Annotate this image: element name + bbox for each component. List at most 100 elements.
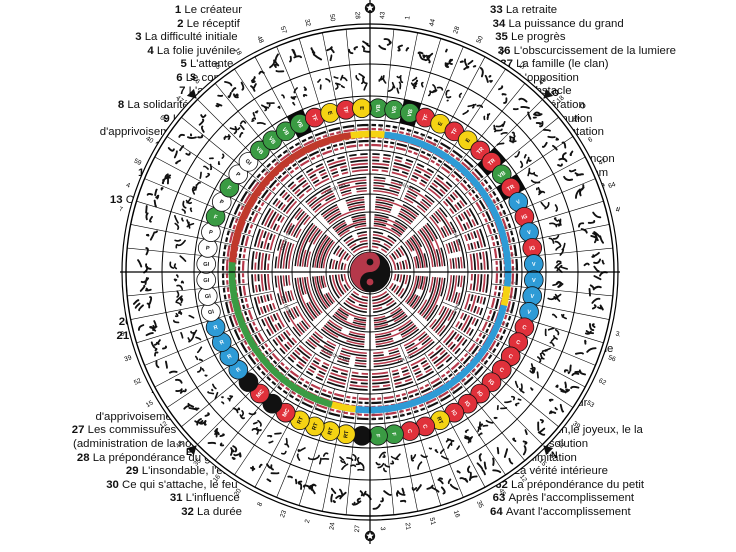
hexagram-lines <box>274 275 295 306</box>
outer-ring-number: 35 <box>475 500 485 510</box>
hexagram-lines <box>373 306 408 330</box>
chinese-character-glyph <box>137 247 152 274</box>
hexagram-number: 30 <box>106 478 119 491</box>
outer-ring-number: 51 <box>428 517 437 526</box>
outer-ring-number: 44 <box>428 18 437 27</box>
ring-annotation: 58.51 <box>285 149 292 157</box>
hexagram-number: 4 <box>147 44 154 57</box>
yiking-circular-diagram: 4314428503257481846647644059473331566253… <box>120 0 620 552</box>
hexagram-label: L'influence <box>182 492 240 505</box>
hexagram-number: 6 <box>176 71 183 84</box>
chinese-character-glyph <box>137 320 158 337</box>
chinese-character-glyph <box>333 74 348 90</box>
hexagram-lines <box>251 251 271 271</box>
chinese-character-glyph <box>397 44 410 52</box>
chinese-character-glyph <box>551 313 568 320</box>
hexagram-number: 32 <box>181 505 194 518</box>
outer-ring-number: 57 <box>518 60 528 70</box>
chinese-character-glyph <box>261 102 281 112</box>
chinese-character-glyph <box>428 447 449 461</box>
hexagram-name-item: 3 La difficulté initiale <box>0 31 248 45</box>
chinese-character-glyph <box>139 277 152 292</box>
chinese-character-glyph <box>250 463 263 472</box>
hexagram-lines <box>445 275 466 306</box>
meridian-dot-label: F <box>226 185 233 192</box>
hexagram-lines <box>305 357 330 381</box>
chinese-character-glyph <box>372 490 392 510</box>
hexagram-label: La prépondérance du grand <box>89 451 234 464</box>
hexagram-number: 5 <box>180 58 187 71</box>
chinese-character-glyph <box>281 94 297 106</box>
meridian-dot-label: VB <box>407 109 415 118</box>
ring-annotation: 41.0 <box>256 361 263 368</box>
ring-annotation: 60.57 <box>310 136 316 144</box>
ring-annotation: 25.12 <box>460 377 468 385</box>
chinese-character-glyph <box>221 395 234 405</box>
hexagram-lines <box>429 305 457 337</box>
meridian-dot-label: GI <box>203 278 210 284</box>
chinese-character-glyph <box>557 141 574 167</box>
chinese-character-glyph <box>194 346 203 362</box>
meridian-dot-label: C <box>498 367 505 374</box>
ring-annotation: 39.54 <box>276 380 284 388</box>
outer-ring-number: 64 <box>158 114 168 124</box>
meridian-dot-label: IG <box>475 390 483 398</box>
chinese-character-glyph <box>293 86 308 98</box>
meridian-dot-label: IG <box>521 214 529 222</box>
meridian-dot-label: VB <box>254 146 264 156</box>
chinese-character-glyph <box>375 451 391 473</box>
hexagram-lines <box>404 275 428 310</box>
chinese-character-glyph <box>547 293 562 302</box>
ring-annotation: 43.6 <box>241 338 248 344</box>
hexagram-lines <box>388 273 412 299</box>
hexagram-number: 64 <box>490 505 503 518</box>
outer-ring-number: 39 <box>571 420 581 430</box>
outer-ring-number: 6 <box>587 136 594 144</box>
hexagram-lines <box>261 207 285 232</box>
hexagram-lines <box>343 290 369 314</box>
hexagram-lines <box>320 196 366 225</box>
ring-annotation: 37.48 <box>300 395 307 403</box>
direction-arrow-icon <box>186 445 197 456</box>
outer-ring-number: 46 <box>212 61 222 71</box>
ring-annotation: 40.57 <box>266 371 274 379</box>
outer-ring-number: 64 <box>607 181 617 190</box>
chinese-character-glyph <box>535 186 546 196</box>
chinese-character-glyph <box>230 445 242 460</box>
hexagram-lines <box>287 174 313 200</box>
outer-ring-number: 50 <box>328 14 336 23</box>
meridian-dot-label: V <box>516 199 522 206</box>
hexagram-name-item: 28 La prépondérance du grand <box>0 452 248 466</box>
hexagram-label: La vérité intérieure <box>510 465 608 478</box>
chinese-character-glyph <box>167 145 191 165</box>
meridian-dot-label: VB <box>295 119 304 129</box>
outer-ring-number: 52 <box>555 440 565 450</box>
meridian-dot[interactable] <box>352 98 372 118</box>
chinese-character-glyph <box>512 97 530 111</box>
hexagram-label: La durée <box>193 505 242 518</box>
ring-annotation: 4.9 <box>419 135 424 140</box>
ring-annotation: 57.48 <box>274 158 282 166</box>
ring-annotation: 46.15 <box>225 299 233 304</box>
outer-ring-number: 20 <box>233 487 243 497</box>
ring-annotation: 63.6 <box>352 126 357 132</box>
ring-annotation: 5.12 <box>432 140 438 147</box>
hexagram-label: Après l'accomplissement <box>505 492 635 505</box>
ring-annotation: 62.3 <box>338 128 343 134</box>
hexagram-lines <box>429 207 457 239</box>
ring-annotation: 54.39 <box>246 190 254 197</box>
ring-annotation: 56.45 <box>263 168 271 176</box>
chinese-character-glyph <box>411 484 440 493</box>
hexagram-lines <box>332 306 367 330</box>
hexagram-label: L'insondable, l'eau <box>138 465 236 478</box>
hexagram-name-item: 35 Le progrès <box>484 31 736 45</box>
chinese-character-glyph <box>410 454 428 470</box>
meridian-dot-label: RT <box>435 416 444 426</box>
meridian-dot-label: V <box>530 294 535 301</box>
meridian-dot-label: VB <box>391 106 398 115</box>
hexagram-number: 27 <box>71 424 85 437</box>
chinese-character-glyph <box>512 429 528 456</box>
meridian-dot-label: R <box>219 339 225 346</box>
hexagram-label: L'obscurcissement de la lumiere <box>510 44 676 57</box>
hexagram-number: 35 <box>495 31 508 44</box>
